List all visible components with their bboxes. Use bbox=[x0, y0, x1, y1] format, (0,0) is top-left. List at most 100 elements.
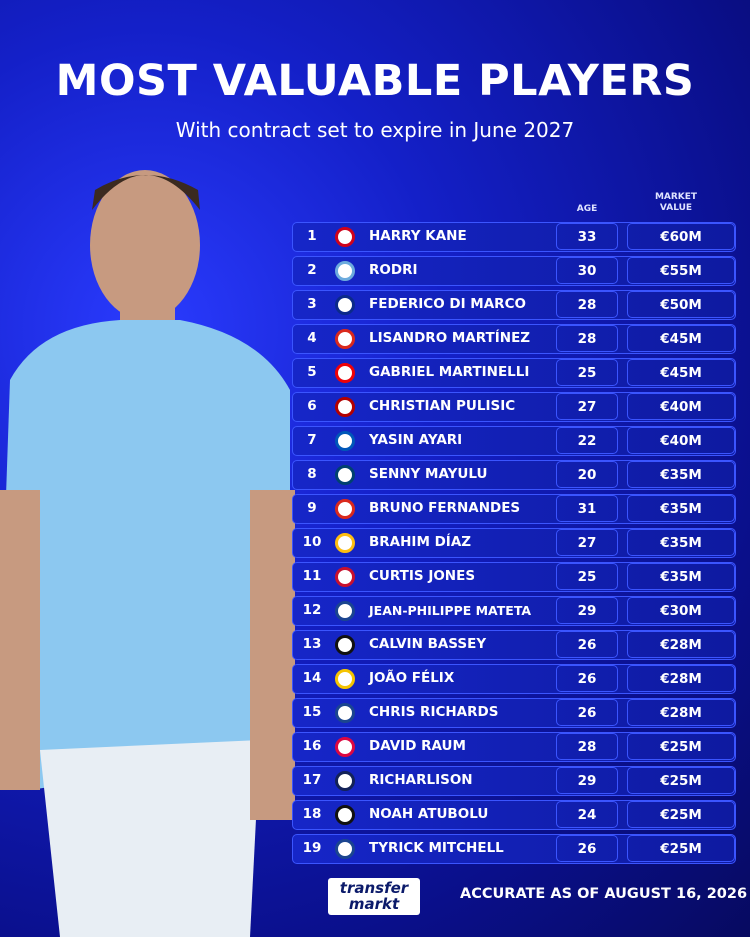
table-row: 18 NOAH ATUBOLU 24 €25M bbox=[292, 800, 736, 830]
market-value: €45M bbox=[627, 359, 735, 386]
table-row: 8 SENNY MAYULU 20 €35M bbox=[292, 460, 736, 490]
rank: 10 bbox=[302, 534, 322, 550]
age: 20 bbox=[556, 461, 618, 488]
player-name: GABRIEL MARTINELLI bbox=[369, 364, 530, 380]
club-logo bbox=[335, 329, 355, 349]
age: 26 bbox=[556, 699, 618, 726]
age: 30 bbox=[556, 257, 618, 284]
footnote: ACCURATE AS OF AUGUST 16, 2026 bbox=[460, 886, 748, 902]
table-row: 7 YASIN AYARI 22 €40M bbox=[292, 426, 736, 456]
table-row: 16 DAVID RAUM 28 €25M bbox=[292, 732, 736, 762]
market-value: €35M bbox=[627, 529, 735, 556]
market-value: €25M bbox=[627, 767, 735, 794]
table-row: 3 FEDERICO DI MARCO 28 €50M bbox=[292, 290, 736, 320]
table-row: 17 RICHARLISON 29 €25M bbox=[292, 766, 736, 796]
rank: 8 bbox=[307, 466, 317, 482]
market-value: €28M bbox=[627, 631, 735, 658]
club-logo bbox=[335, 601, 355, 621]
club-logo bbox=[335, 261, 355, 281]
column-header: AGE bbox=[576, 204, 598, 214]
table-row: 19 TYRICK MITCHELL 26 €25M bbox=[292, 834, 736, 864]
club-logo bbox=[335, 771, 355, 791]
player-name: SENNY MAYULU bbox=[369, 466, 488, 482]
rank: 14 bbox=[302, 670, 322, 686]
market-value: €35M bbox=[627, 461, 735, 488]
club-logo bbox=[335, 363, 355, 383]
age: 27 bbox=[556, 529, 618, 556]
club-logo bbox=[335, 737, 355, 757]
age: 26 bbox=[556, 665, 618, 692]
rank: 18 bbox=[302, 806, 322, 822]
player-name: CHRIS RICHARDS bbox=[369, 704, 499, 720]
market-value: €40M bbox=[627, 393, 735, 420]
table-row: 6 CHRISTIAN PULISIC 27 €40M bbox=[292, 392, 736, 422]
rank: 9 bbox=[307, 500, 317, 516]
table-row: 4 LISANDRO MARTÍNEZ 28 €45M bbox=[292, 324, 736, 354]
player-name: LISANDRO MARTÍNEZ bbox=[369, 330, 531, 346]
age: 26 bbox=[556, 631, 618, 658]
player-photo bbox=[0, 170, 295, 937]
player-name: FEDERICO DI MARCO bbox=[369, 296, 526, 312]
rank: 15 bbox=[302, 704, 322, 720]
market-value: €25M bbox=[627, 733, 735, 760]
table-row: 12 JEAN-PHILIPPE MATETA 29 €30M bbox=[292, 596, 736, 626]
title: MOST VALUABLE PLAYERS bbox=[55, 56, 695, 106]
rank: 3 bbox=[307, 296, 317, 312]
table-row: 10 BRAHIM DÍAZ 27 €35M bbox=[292, 528, 736, 558]
club-logo bbox=[335, 431, 355, 451]
player-name: YASIN AYARI bbox=[369, 432, 463, 448]
club-logo bbox=[335, 533, 355, 553]
age: 33 bbox=[556, 223, 618, 250]
club-logo bbox=[335, 397, 355, 417]
club-logo bbox=[335, 499, 355, 519]
brand-logo: transfer markt bbox=[328, 878, 420, 915]
club-logo bbox=[335, 227, 355, 247]
rank: 17 bbox=[302, 772, 322, 788]
table-row: 5 GABRIEL MARTINELLI 25 €45M bbox=[292, 358, 736, 388]
age: 28 bbox=[556, 325, 618, 352]
club-logo bbox=[335, 567, 355, 587]
rank: 16 bbox=[302, 738, 322, 754]
rank: 19 bbox=[302, 840, 322, 856]
rank: 7 bbox=[307, 432, 317, 448]
player-name: RODRI bbox=[369, 262, 418, 278]
market-value: €25M bbox=[627, 835, 735, 862]
table-row: 9 BRUNO FERNANDES 31 €35M bbox=[292, 494, 736, 524]
age: 29 bbox=[556, 597, 618, 624]
rank: 11 bbox=[302, 568, 322, 584]
market-value: €28M bbox=[627, 665, 735, 692]
logo-text: markt bbox=[348, 895, 400, 913]
table-row: 11 CURTIS JONES 25 €35M bbox=[292, 562, 736, 592]
table-row: 2 RODRI 30 €55M bbox=[292, 256, 736, 286]
age: 25 bbox=[556, 563, 618, 590]
age: 29 bbox=[556, 767, 618, 794]
player-name: RICHARLISON bbox=[369, 772, 473, 788]
rank: 12 bbox=[302, 602, 322, 618]
market-value: €60M bbox=[627, 223, 735, 250]
market-value: €35M bbox=[627, 563, 735, 590]
market-value: €30M bbox=[627, 597, 735, 624]
market-value: €25M bbox=[627, 801, 735, 828]
logo-text: transfer bbox=[339, 879, 409, 897]
player-name: BRUNO FERNANDES bbox=[369, 500, 521, 516]
age: 27 bbox=[556, 393, 618, 420]
age: 25 bbox=[556, 359, 618, 386]
player-name: DAVID RAUM bbox=[369, 738, 466, 754]
market-value: €55M bbox=[627, 257, 735, 284]
player-name: CURTIS JONES bbox=[369, 568, 476, 584]
market-value: €45M bbox=[627, 325, 735, 352]
market-value: €50M bbox=[627, 291, 735, 318]
table-row: 14 JOÃO FÉLIX 26 €28M bbox=[292, 664, 736, 694]
rank: 6 bbox=[307, 398, 317, 414]
club-logo bbox=[335, 669, 355, 689]
market-value: €28M bbox=[627, 699, 735, 726]
club-logo bbox=[335, 703, 355, 723]
table-row: 13 CALVIN BASSEY 26 €28M bbox=[292, 630, 736, 660]
age: 24 bbox=[556, 801, 618, 828]
player-name: CHRISTIAN PULISIC bbox=[369, 398, 516, 414]
age: 28 bbox=[556, 291, 618, 318]
player-name: BRAHIM DÍAZ bbox=[369, 534, 472, 550]
subtitle: With contract set to expire in June 2027 bbox=[175, 118, 575, 142]
club-logo bbox=[335, 465, 355, 485]
